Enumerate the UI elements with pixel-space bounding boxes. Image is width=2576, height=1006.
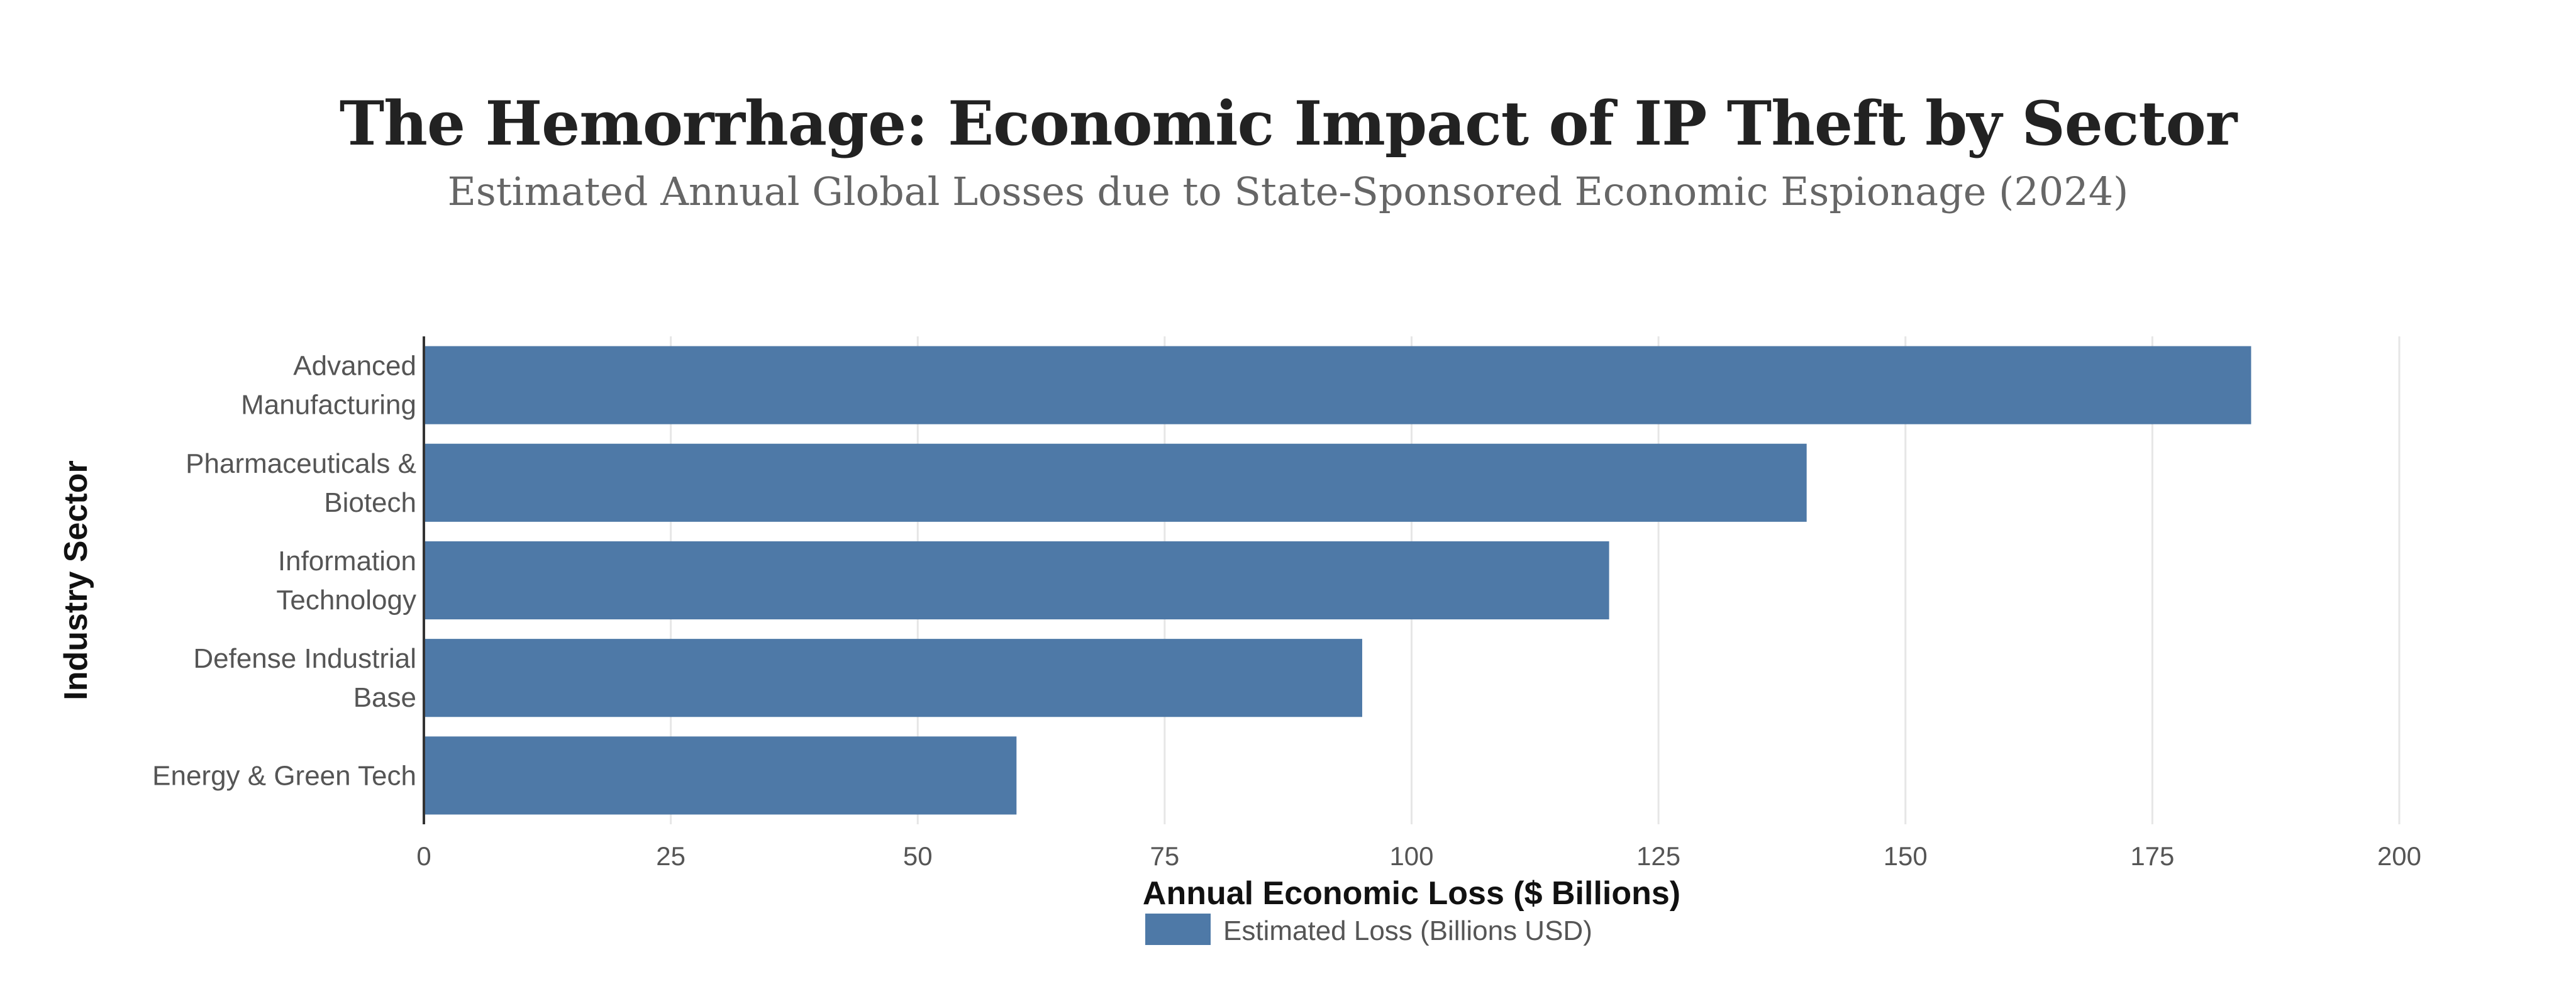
y-axis-title: Industry Sector: [58, 460, 94, 700]
y-tick-label: Pharmaceuticals &: [186, 448, 416, 479]
bar: [424, 346, 2251, 424]
x-tick-label: 175: [2130, 841, 2174, 871]
bar: [424, 541, 1609, 620]
x-tick-label: 125: [1636, 841, 1680, 871]
y-tick-label: Technology: [276, 585, 416, 616]
y-tick-label: Manufacturing: [241, 390, 416, 421]
x-tick-label: 25: [656, 841, 686, 871]
y-tick-label: Energy & Green Tech: [152, 760, 416, 791]
chart-subtitle: Estimated Annual Global Losses due to St…: [447, 169, 2129, 214]
x-tick-label: 200: [2377, 841, 2421, 871]
x-tick-label: 0: [416, 841, 431, 871]
chart-title: The Hemorrhage: Economic Impact of IP Th…: [339, 88, 2238, 159]
bar: [424, 639, 1362, 717]
y-tick-label: Defense Industrial: [193, 643, 416, 674]
bar: [424, 736, 1017, 815]
x-tick-label: 50: [903, 841, 933, 871]
legend-swatch: [1145, 914, 1211, 945]
legend-label: Estimated Loss (Billions USD): [1223, 915, 1592, 946]
y-tick-label: Advanced: [293, 351, 416, 382]
y-tick-label: Information: [278, 546, 416, 577]
x-axis-title: Annual Economic Loss ($ Billions): [1143, 875, 1680, 912]
bar: [424, 443, 1807, 522]
x-tick-label: 150: [1884, 841, 1928, 871]
x-tick-label: 100: [1389, 841, 1433, 871]
y-tick-label: Base: [353, 682, 416, 713]
y-tick-label: Biotech: [324, 487, 416, 518]
x-tick-label: 75: [1150, 841, 1180, 871]
